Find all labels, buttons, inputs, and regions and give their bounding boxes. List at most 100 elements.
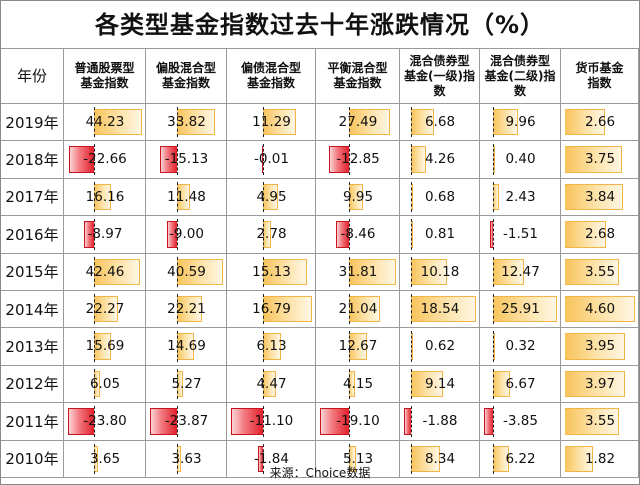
data-cell xyxy=(227,104,316,142)
zero-axis-line xyxy=(93,406,95,437)
data-cell xyxy=(400,178,480,217)
value-label: 27.49 xyxy=(338,114,378,130)
column-header-line: 指数 xyxy=(587,76,612,90)
data-cell xyxy=(316,253,400,291)
data-bar xyxy=(329,146,349,173)
data-cell xyxy=(146,216,227,254)
data-cell xyxy=(561,440,639,478)
zero-axis-line xyxy=(93,294,95,325)
value-label: -0.01 xyxy=(254,151,289,168)
data-cell xyxy=(316,178,400,217)
data-bar xyxy=(150,408,178,435)
data-bar xyxy=(263,258,308,285)
zero-axis-line xyxy=(93,331,95,362)
zero-axis-line xyxy=(348,144,350,175)
data-bar xyxy=(84,221,94,248)
data-cell xyxy=(227,365,316,404)
value-label: 4.15 xyxy=(342,375,374,392)
zero-axis-line xyxy=(348,331,350,362)
zero-axis-line xyxy=(93,181,95,213)
zero-axis-line xyxy=(493,219,495,250)
zero-axis-line xyxy=(493,294,495,325)
data-cell xyxy=(480,104,561,142)
data-bar xyxy=(348,258,396,285)
zero-axis-line xyxy=(177,219,179,250)
value-label: 9.95 xyxy=(342,188,374,205)
column-header-line: 数 xyxy=(433,83,446,98)
data-cell xyxy=(400,104,480,142)
column-header-line: 基金(一级)指 xyxy=(404,68,475,83)
zero-axis-line xyxy=(348,256,350,287)
data-bar xyxy=(493,183,500,211)
data-cell xyxy=(227,141,316,179)
value-label: 25.91 xyxy=(501,301,540,317)
value-label: -11.10 xyxy=(249,413,294,430)
value-label: 5.27 xyxy=(171,375,202,392)
column-header-line: 普通股票型 xyxy=(74,61,135,75)
value-label: -15.13 xyxy=(164,151,209,168)
value-label: 40.59 xyxy=(167,263,206,280)
data-bar xyxy=(93,445,98,472)
chart-title: 各类型基金指数过去十年涨跌情况（%） xyxy=(94,11,546,39)
zero-axis-line xyxy=(263,443,265,474)
data-bar xyxy=(93,258,141,285)
value-label: 4.26 xyxy=(424,151,456,168)
value-label: 4.95 xyxy=(256,188,287,205)
zero-axis-line xyxy=(177,406,179,437)
data-bar xyxy=(335,221,349,248)
zero-axis-line xyxy=(348,294,350,325)
value-label: -23.87 xyxy=(164,413,209,430)
value-label: 3.97 xyxy=(584,375,616,392)
data-bar xyxy=(263,221,272,248)
value-label: 2.43 xyxy=(505,188,536,205)
value-label: -12.85 xyxy=(336,151,380,168)
value-label: 21.04 xyxy=(338,301,378,317)
column-header-text: 混合债券型 基金(一级)指数 xyxy=(404,54,475,99)
value-label: 2.66 xyxy=(584,114,616,130)
zero-axis-line xyxy=(263,294,265,325)
column-header-line: 基金指数 xyxy=(333,76,382,90)
year-label: 2018年 xyxy=(1,141,64,179)
data-cell xyxy=(400,216,480,254)
column-header: 偏债混合型 基金指数 xyxy=(227,49,316,104)
zero-axis-line xyxy=(263,256,265,287)
value-label: 3.55 xyxy=(584,413,616,430)
column-header-line: 混合债券型 xyxy=(409,53,470,68)
column-header-text: 平衡混合型 基金指数 xyxy=(327,61,387,91)
year-label: 2013年 xyxy=(1,328,64,366)
data-cell xyxy=(400,291,480,329)
data-bar xyxy=(348,370,355,398)
value-label: 10.18 xyxy=(420,263,460,280)
data-bar xyxy=(489,221,494,248)
value-label: -23.80 xyxy=(83,413,127,430)
data-bar xyxy=(263,333,282,360)
data-cell xyxy=(480,403,561,441)
data-bar xyxy=(263,183,278,211)
data-cell xyxy=(480,178,561,217)
value-label: 2.78 xyxy=(256,226,287,243)
zero-axis-line xyxy=(93,107,95,138)
zero-axis-line xyxy=(410,406,412,437)
data-cell xyxy=(146,365,227,404)
zero-axis-line xyxy=(177,294,179,325)
data-cell xyxy=(480,253,561,291)
data-cell xyxy=(64,178,146,217)
zero-axis-line xyxy=(410,294,412,325)
data-bar xyxy=(177,445,182,472)
zero-axis-line xyxy=(263,181,265,213)
value-label: -8.46 xyxy=(340,226,376,243)
data-cell xyxy=(64,440,146,478)
column-header-line: 数 xyxy=(513,83,526,98)
value-label: 9.96 xyxy=(505,114,536,130)
data-bar xyxy=(93,296,119,323)
data-cell xyxy=(480,291,561,329)
value-label: 6.13 xyxy=(256,338,287,355)
value-label: 33.82 xyxy=(167,114,206,130)
data-cell xyxy=(561,216,639,254)
data-bar xyxy=(159,146,178,173)
data-cell xyxy=(146,141,227,179)
data-bar xyxy=(493,370,510,398)
column-header-line: 基金指数 xyxy=(246,76,295,90)
zero-axis-line xyxy=(263,107,265,138)
data-bar xyxy=(410,109,435,136)
